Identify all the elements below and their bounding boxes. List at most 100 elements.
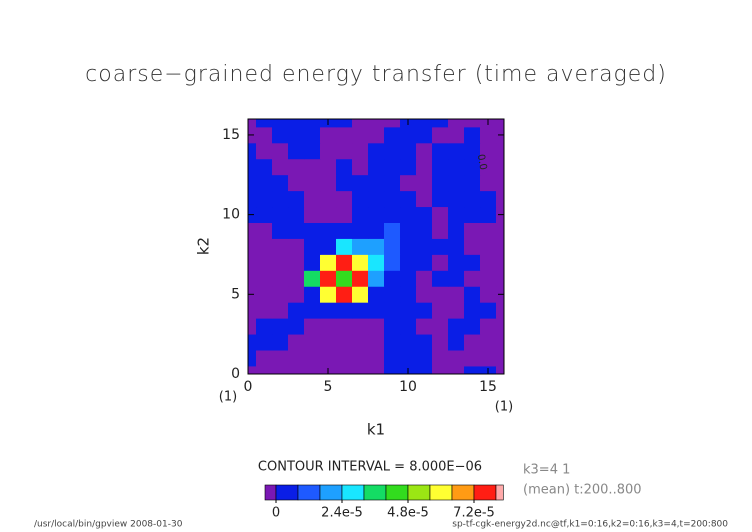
contour-cell xyxy=(448,126,465,144)
contour-cell xyxy=(416,318,433,335)
contour-cell xyxy=(320,174,337,192)
contour-cell xyxy=(288,318,305,335)
contour-cell xyxy=(304,174,321,192)
contour-cell xyxy=(352,158,369,176)
contour-cell xyxy=(464,254,481,271)
contour-cell xyxy=(464,142,481,160)
contour-cell xyxy=(368,158,385,176)
contour-cell xyxy=(480,206,497,223)
contour-cell xyxy=(400,126,417,144)
contour-cell xyxy=(384,126,401,144)
y-tick-label: 15 xyxy=(222,127,240,143)
contour-cell xyxy=(496,318,505,335)
contour-cell xyxy=(272,366,289,375)
contour-cell xyxy=(416,238,433,255)
contour-cell xyxy=(272,302,289,319)
contour-cell xyxy=(272,222,289,239)
contour-cell xyxy=(248,238,257,255)
contour-cell xyxy=(432,222,449,239)
contour-cell xyxy=(464,334,481,351)
contour-cell xyxy=(384,302,401,319)
contour-cell xyxy=(336,302,353,319)
contour-cell xyxy=(248,318,257,335)
contour-cell xyxy=(352,254,369,271)
contour-cell xyxy=(400,334,417,351)
contour-cell xyxy=(448,158,465,176)
contour-cell xyxy=(288,334,305,351)
contour-cell xyxy=(368,206,385,223)
contour-cell xyxy=(384,366,401,375)
contour-cell xyxy=(480,126,497,144)
contour-cell xyxy=(256,190,273,208)
contour-cell xyxy=(320,142,337,160)
contour-cell xyxy=(304,366,321,375)
y-tick-label: 0 xyxy=(231,366,240,382)
contour-cell xyxy=(352,142,369,160)
contour-cell xyxy=(368,142,385,160)
contour-cell xyxy=(416,174,433,192)
contour-cell xyxy=(368,270,385,287)
contour-cell xyxy=(480,334,497,351)
contour-cell xyxy=(464,158,481,176)
contour-cell xyxy=(352,190,369,208)
colorbar-swatch xyxy=(429,484,453,501)
contour-cell xyxy=(336,174,353,192)
contour-cell xyxy=(288,286,305,303)
footer-right: sp-tf-cgk-energy2d.nc@tf,k1=0:16,k2=0:16… xyxy=(452,520,728,530)
contour-cell xyxy=(248,334,257,351)
contour-cell xyxy=(480,254,497,271)
contour-cell xyxy=(464,174,481,192)
contour-cell xyxy=(368,119,385,128)
x-tick-label: 15 xyxy=(479,379,497,395)
contour-cell xyxy=(304,270,321,287)
contour-cell xyxy=(256,254,273,271)
contour-cell xyxy=(384,238,401,255)
contour-cell xyxy=(352,318,369,335)
contour-cell xyxy=(256,366,273,375)
contour-cell xyxy=(336,126,353,144)
contour-cell xyxy=(432,286,449,303)
contour-cell xyxy=(288,206,305,223)
contour-cell xyxy=(400,238,417,255)
contour-cell xyxy=(416,350,433,367)
contour-cell xyxy=(416,334,433,351)
contour-cell xyxy=(432,318,449,335)
contour-label: 0.0 xyxy=(475,153,489,171)
contour-cell xyxy=(384,174,401,192)
contour-cell xyxy=(400,174,417,192)
contour-cell xyxy=(336,270,353,287)
contour-cell xyxy=(448,222,465,239)
contour-cell xyxy=(272,318,289,335)
contour-cell xyxy=(352,350,369,367)
contour-cell xyxy=(496,142,505,160)
contour-cell xyxy=(352,238,369,255)
contour-cell xyxy=(464,206,481,223)
plot-area xyxy=(248,119,505,375)
contour-cell xyxy=(320,302,337,319)
contour-cell xyxy=(272,119,289,128)
contour-cell xyxy=(448,119,465,128)
x-tick-label: 5 xyxy=(324,379,333,395)
contour-cell xyxy=(288,142,305,160)
contour-cell xyxy=(464,238,481,255)
contour-cell xyxy=(248,142,257,160)
contour-cell xyxy=(480,302,497,319)
contour-cell xyxy=(352,366,369,375)
contour-cell xyxy=(304,142,321,160)
contour-cell xyxy=(432,126,449,144)
contour-cell xyxy=(448,190,465,208)
contour-cell xyxy=(448,350,465,367)
slice-note: k3=4 1 xyxy=(523,463,570,478)
contour-cell xyxy=(336,334,353,351)
contour-cell xyxy=(336,350,353,367)
colorbar-swatch xyxy=(385,484,409,501)
contour-cell xyxy=(320,158,337,176)
contour-cell xyxy=(480,158,497,176)
contour-cell xyxy=(480,270,497,287)
contour-cell xyxy=(368,286,385,303)
contour-cell xyxy=(416,206,433,223)
contour-cell xyxy=(448,206,465,223)
colorbar-swatch xyxy=(275,484,299,501)
contour-cell xyxy=(480,238,497,255)
